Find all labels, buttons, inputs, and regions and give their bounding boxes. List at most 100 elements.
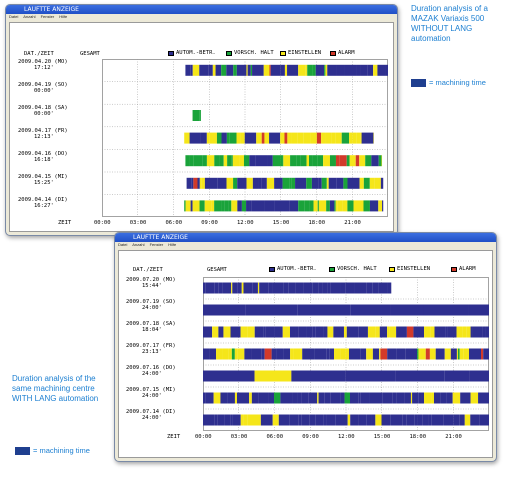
state-segment-auto <box>345 370 396 382</box>
state-segment-auto <box>377 64 386 76</box>
row-date: 2009.07.18 (SA) <box>126 321 176 327</box>
legend-label: VORSCH. HALT <box>234 50 274 56</box>
state-segment-einst <box>300 348 303 360</box>
row-label: 2009.04.17 (FR) 12:13' <box>18 128 68 140</box>
row-label: 2009.04.16 (DO) 16:18' <box>18 151 68 163</box>
state-segment-auto <box>259 282 269 294</box>
state-segment-einst <box>424 392 432 404</box>
row-label: 2009.04.14 (DI) 16:27' <box>18 197 68 209</box>
state-segment-auto <box>205 282 215 294</box>
state-segment-vorsch <box>221 200 225 212</box>
state-segment-auto <box>422 414 429 426</box>
menu-item-fenster[interactable]: Fenster <box>149 242 164 247</box>
menu-item-datei[interactable]: Datei <box>9 14 19 19</box>
state-segment-auto <box>371 155 379 167</box>
state-segment-auto <box>428 414 432 426</box>
row-date: 2009.07.17 (FR) <box>126 343 176 349</box>
state-segment-einst <box>228 348 232 360</box>
state-segment-einst <box>199 177 202 189</box>
row-date: 2009.07.15 (MI) <box>126 387 176 393</box>
state-segment-vorsch <box>317 200 319 212</box>
state-segment-auto <box>308 392 318 404</box>
caption-with-automation: Duration analysis of the same machining … <box>12 374 99 403</box>
state-segment-auto <box>297 392 302 404</box>
state-segment-einst <box>240 414 244 426</box>
state-segment-auto <box>350 304 391 316</box>
state-segment-auto <box>312 282 319 294</box>
duration-chart-panel: DAT./ZEIT GESAMT AUTOM.-BETR. VORSCH. HA… <box>118 250 493 458</box>
state-segment-vorsch <box>365 155 372 167</box>
state-segment-alarm <box>284 132 288 144</box>
state-segment-auto <box>330 282 341 294</box>
row-label: 2009.04.15 (MI) 15:25' <box>18 174 68 186</box>
state-segment-auto <box>406 414 415 426</box>
state-segment-vorsch <box>307 64 313 76</box>
state-segment-alarm <box>316 132 322 144</box>
state-segment-auto <box>280 64 285 76</box>
row-date: 2009.04.18 (SA) <box>18 105 68 111</box>
state-segment-auto <box>289 414 299 426</box>
state-segment-vorsch <box>321 177 327 189</box>
menu-item-anzahl[interactable]: Anzahl <box>132 242 145 247</box>
menu-item-hilfe[interactable]: Hilfe <box>168 242 177 247</box>
state-segment-auto <box>268 392 275 404</box>
state-segment-einst <box>223 155 228 167</box>
state-segment-auto <box>203 304 246 316</box>
row-time: 00:00' <box>34 88 54 94</box>
timeline-plot <box>203 277 489 431</box>
state-segment-auto <box>472 326 483 338</box>
state-segment-einst <box>246 177 253 189</box>
state-segment-vorsch <box>219 155 224 167</box>
state-segment-einst <box>456 326 463 338</box>
state-segment-auto <box>479 414 489 426</box>
state-segment-vorsch <box>231 155 233 167</box>
state-segment-auto <box>292 392 298 404</box>
state-segment-auto <box>346 326 359 338</box>
state-segment-auto <box>270 64 281 76</box>
state-segment-einst <box>347 414 351 426</box>
menu-item-hilfe[interactable]: Hilfe <box>59 14 68 19</box>
x-tick-label: 12:00 <box>237 220 254 226</box>
state-segment-vorsch <box>189 155 194 167</box>
state-segment-einst <box>460 348 464 360</box>
state-segment-einst <box>206 155 215 167</box>
state-segment-vorsch <box>282 155 284 167</box>
state-segment-auto <box>482 326 486 338</box>
state-segment-einst <box>284 64 288 76</box>
state-segment-auto <box>251 200 265 212</box>
menu-item-datei[interactable]: Datei <box>118 242 128 247</box>
state-segment-auto <box>356 64 361 76</box>
state-segment-auto <box>371 414 376 426</box>
state-segment-auto <box>402 414 407 426</box>
row-label: 2009.07.20 (MO) 15:44' <box>126 277 176 289</box>
state-segment-alarm <box>380 348 388 360</box>
state-segment-auto <box>203 282 206 294</box>
row-date: 2009.04.16 (DO) <box>18 151 68 157</box>
legend-swatch <box>451 266 457 272</box>
state-segment-auto <box>222 282 232 294</box>
state-segment-einst <box>345 348 349 360</box>
state-segment-auto <box>347 177 360 189</box>
menu-item-fenster[interactable]: Fenster <box>40 14 55 19</box>
state-segment-vorsch <box>309 200 314 212</box>
state-segment-vorsch <box>309 155 313 167</box>
state-segment-einst <box>185 200 191 212</box>
menu-item-anzahl[interactable]: Anzahl <box>23 14 36 19</box>
legend-label: EINSTELLEN <box>397 266 431 272</box>
row-time: 15:25' <box>34 180 54 186</box>
state-segment-auto <box>283 282 289 294</box>
state-segment-auto <box>378 282 388 294</box>
row-label: 2009.04.18 (SA) 00:00' <box>18 105 68 117</box>
state-segment-auto <box>249 200 252 212</box>
state-segment-auto <box>200 132 207 144</box>
state-segment-vorsch <box>326 200 330 212</box>
state-segment-auto <box>318 392 325 404</box>
state-segment-einst <box>360 132 362 144</box>
state-segment-einst <box>246 64 248 76</box>
state-segment-vorsch <box>250 64 253 76</box>
duration-chart-panel: DAT./ZEIT GESAMT AUTOM.-BETR. VORSCH. HA… <box>9 22 394 232</box>
legend-label: AUTOM.-BETR. <box>277 266 317 272</box>
state-segment-einst <box>431 392 434 404</box>
caption-without-automation: Duration analysis of a MAZAK Variaxis 50… <box>411 4 488 43</box>
state-segment-vorsch <box>363 200 370 212</box>
